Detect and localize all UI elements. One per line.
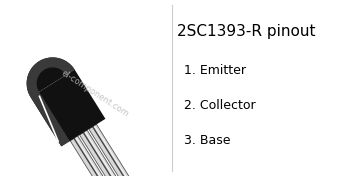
Polygon shape bbox=[70, 136, 125, 176]
Polygon shape bbox=[30, 92, 70, 146]
Polygon shape bbox=[27, 57, 75, 97]
Text: 1. Emitter: 1. Emitter bbox=[184, 64, 246, 77]
Text: 2SC1393-R pinout: 2SC1393-R pinout bbox=[177, 24, 315, 39]
Text: 3. Base: 3. Base bbox=[184, 134, 230, 147]
Polygon shape bbox=[89, 124, 143, 176]
Polygon shape bbox=[30, 70, 105, 146]
Polygon shape bbox=[27, 57, 75, 97]
Polygon shape bbox=[79, 130, 134, 176]
Text: el-component.com: el-component.com bbox=[59, 68, 130, 118]
Text: 2. Collector: 2. Collector bbox=[184, 99, 256, 112]
